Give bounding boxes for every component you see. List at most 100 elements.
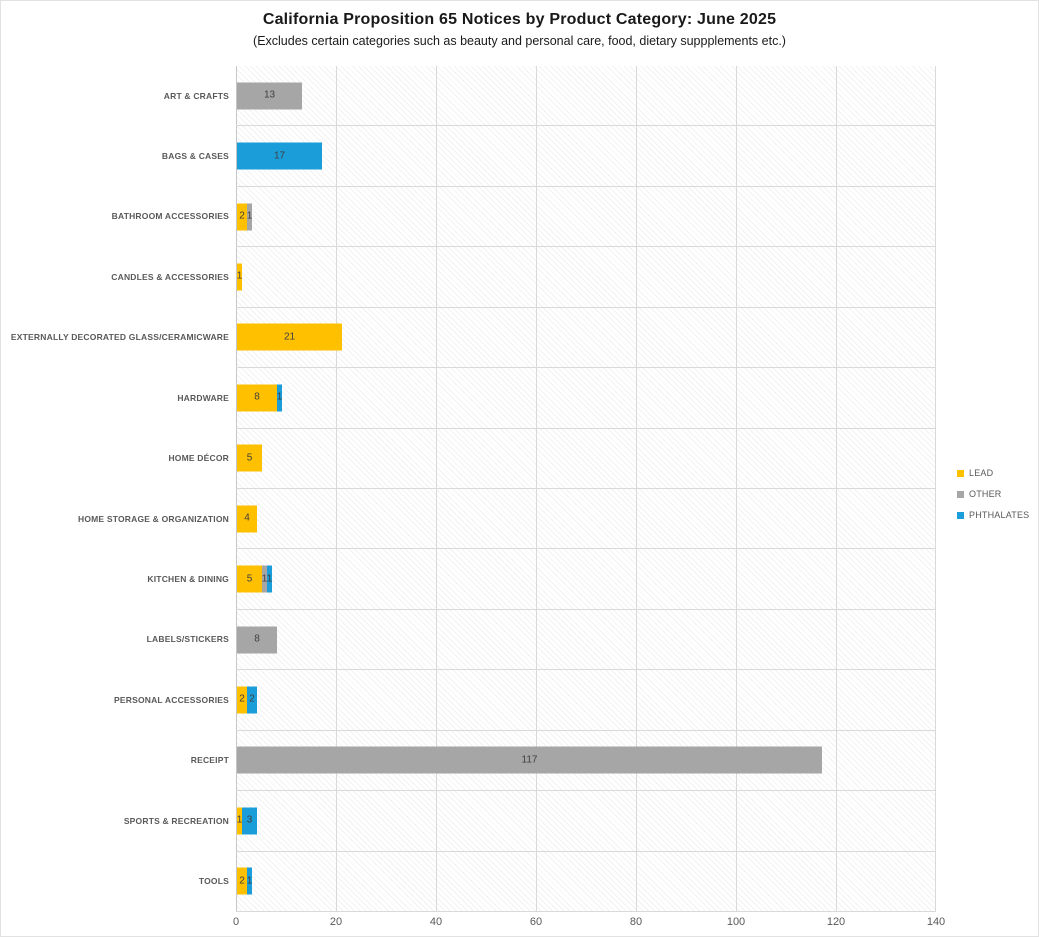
bar-segment-lead: 4 [237,505,257,533]
bar-segment-phthalates: 2 [247,686,257,714]
category-label: CANDLES & ACCESSORIES [111,271,229,282]
chart-subtitle: (Excludes certain categories such as bea… [253,34,786,48]
category-row: 4 [236,489,936,550]
data-label: 8 [254,633,260,645]
x-tick-label: 20 [329,916,343,928]
legend: LEAD OTHER PHTHALATES [957,468,1029,531]
gridline [935,66,936,912]
bar-segment-lead: 8 [237,384,277,412]
legend-label: PHTHALATES [969,510,1030,520]
data-label: 1 [236,814,243,826]
data-label: 8 [254,391,260,403]
bar-segment-other: 117 [237,746,822,774]
stacked-bar: 21 [237,323,342,351]
category-label: RECEIPT [190,755,229,766]
category-row: 117 [236,731,936,792]
data-label: 1 [261,573,268,585]
category-label: HOME DÉCOR [168,453,229,464]
bar-segment-phthalates: 1 [277,384,282,412]
stacked-bar: 5 [237,444,262,472]
category-row: 13 [236,66,936,127]
legend-item-phthalates: PHTHALATES [957,510,1029,520]
data-label: 4 [244,512,250,524]
category-label: BATHROOM ACCESSORIES [111,211,229,222]
category-row: 21 [236,308,936,369]
category-label: TOOLS [198,876,229,887]
gridline [536,66,537,912]
stacked-bar: 117 [237,746,822,774]
data-label: 1 [246,875,253,887]
data-label: 13 [263,89,276,101]
category-row: 1 [236,247,936,308]
gridline [836,66,837,912]
bar-segment-lead: 2 [237,867,247,895]
data-label: 1 [236,270,243,282]
x-tick-label: 40 [429,916,443,928]
legend-item-other: OTHER [957,489,1029,499]
x-tick-label: 0 [232,916,240,928]
legend-swatch-other [957,490,964,498]
x-tick-label: 100 [726,916,746,928]
bar-segment-phthalates: 17 [237,142,322,170]
category-label: EXTERNALLY DECORATED GLASS/CERAMICWARE [10,332,229,343]
category-row: 17 [236,126,936,187]
bar-segment-other: 1 [261,565,268,593]
gridline [435,66,437,912]
gridline [736,66,737,912]
value-axis: 0 20 40 60 80 100 120 140 [232,914,945,934]
data-label: 17 [273,150,286,162]
bar-segment-lead: 1 [236,263,243,291]
data-label: 5 [246,573,253,585]
category-label: ART & CRAFTS [163,90,229,101]
stacked-bar: 4 [237,505,257,533]
category-label: LABELS/STICKERS [146,634,229,645]
data-label: 21 [283,331,296,343]
legend-label: LEAD [969,468,994,478]
data-label: 3 [246,814,253,826]
data-label: 2 [249,693,255,705]
category-label: SPORTS & RECREATION [123,815,229,826]
bar-segment-other: 13 [237,82,302,110]
data-label: 2 [239,693,245,705]
bar-segment-phthalates: 1 [246,867,253,895]
bar-segment-lead: 5 [237,444,262,472]
category-label: KITCHEN & DINING [147,573,229,584]
category-axis: ART & CRAFTS BAGS & CASES BATHROOM ACCESSO… [1,66,229,912]
x-tick-label: 120 [826,916,846,928]
stacked-bar: 17 [237,142,322,170]
stacked-bar: 13 [237,82,302,110]
bar-segment-lead: 2 [237,686,247,714]
bar-segment-lead: 2 [237,203,247,231]
stacked-bar: 1 [236,263,243,291]
bar-segment-lead: 21 [237,323,342,351]
x-tick-label: 80 [629,916,643,928]
category-label: HOME STORAGE & ORGANIZATION [77,513,229,524]
bar-segment-other: 1 [247,203,252,231]
bar-segment-other: 8 [237,626,277,654]
x-tick-label: 60 [529,916,543,928]
bar-segment-phthalates: 3 [242,807,257,835]
category-row: 8 [236,610,936,671]
data-label: 5 [246,452,253,464]
category-row: 5 [236,429,936,489]
category-label: HARDWARE [177,392,229,403]
value-axis-line [236,66,237,912]
category-label: BAGS & CASES [161,150,229,161]
legend-label: OTHER [969,489,1002,499]
gridline [335,66,337,912]
legend-item-lead: LEAD [957,468,1029,478]
bar-segment-lead: 5 [237,565,262,593]
category-label: PERSONAL ACCESSORIES [114,694,229,705]
bar-segment-phthalates: 1 [267,565,272,593]
